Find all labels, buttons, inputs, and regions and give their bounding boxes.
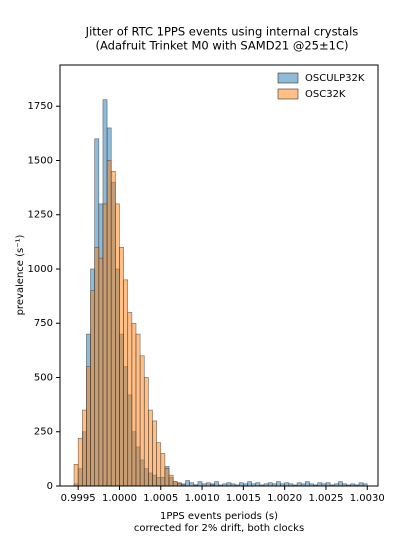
histogram-bar: [214, 481, 219, 487]
x-tick-label: 1.0000: [102, 493, 137, 504]
x-tick-label: 1.0010: [185, 493, 220, 504]
histogram-bar: [77, 437, 83, 487]
histogram-bar: [119, 246, 124, 487]
histogram-bar: [123, 279, 129, 487]
histogram-bar: [156, 442, 162, 487]
histogram-bar: [305, 481, 310, 487]
histogram-bar: [338, 481, 343, 487]
histogram-bar: [82, 409, 87, 487]
y-tick-label: 1000: [28, 264, 53, 275]
histogram-bar: [185, 480, 190, 487]
x-tick-label: 1.0025: [308, 493, 343, 504]
histogram-bar: [98, 257, 104, 487]
histogram-bar: [86, 366, 91, 487]
chart-title: Jitter of RTC 1PPS events using internal…: [85, 25, 359, 39]
histogram-bar: [168, 474, 174, 487]
histogram-bar: [276, 481, 281, 487]
histogram-bar: [139, 355, 145, 487]
y-axis-label: prevalence (s⁻¹): [15, 234, 26, 315]
histogram-bar: [152, 420, 157, 487]
histogram-bar: [197, 481, 203, 487]
legend-label: OSC32K: [305, 89, 346, 100]
histogram-bar: [90, 290, 95, 487]
x-tick-label: 1.0020: [267, 493, 302, 504]
histogram-bar: [247, 481, 252, 487]
legend-label: OSCULP32K: [305, 73, 365, 84]
x-tick-label: 1.0015: [226, 493, 261, 504]
y-tick-label: 0: [47, 481, 53, 492]
x-axis-note: corrected for 2% drift, both clocks: [134, 523, 304, 534]
histogram-bar: [172, 481, 178, 487]
y-tick-label: 1750: [28, 101, 53, 112]
plot-frame: [59, 64, 379, 487]
y-tick-label: 250: [34, 427, 53, 438]
histogram-bar: [164, 468, 170, 487]
histogram-bar: [106, 160, 112, 487]
chart-subtitle: (Adafruit Trinket M0 with SAMD21 @25±1C): [96, 39, 349, 53]
y-tick-label: 1250: [28, 210, 53, 221]
histogram-bar: [73, 463, 79, 487]
x-tick-label: 1.0005: [143, 493, 178, 504]
x-axis-label: 1PPS events periods (s): [160, 511, 278, 522]
y-tick-label: 1500: [28, 155, 53, 166]
histogram-bar: [135, 333, 141, 487]
y-tick-label: 500: [34, 372, 53, 383]
histogram-bar: [160, 453, 166, 487]
legend-swatch: [277, 72, 299, 84]
x-tick-label: 1.0030: [350, 493, 385, 504]
y-tick-label: 750: [34, 318, 53, 329]
histogram-bar: [115, 203, 120, 487]
histogram-bar: [131, 322, 137, 487]
histogram-bar: [94, 246, 100, 487]
histogram-bar: [102, 203, 108, 487]
histogram-bar: [148, 409, 153, 487]
x-tick-label: 0.9995: [61, 493, 96, 504]
histogram-bar: [143, 377, 149, 487]
histogram-bar: [127, 312, 133, 487]
legend-swatch: [277, 88, 299, 100]
histogram-bar: [110, 171, 116, 487]
